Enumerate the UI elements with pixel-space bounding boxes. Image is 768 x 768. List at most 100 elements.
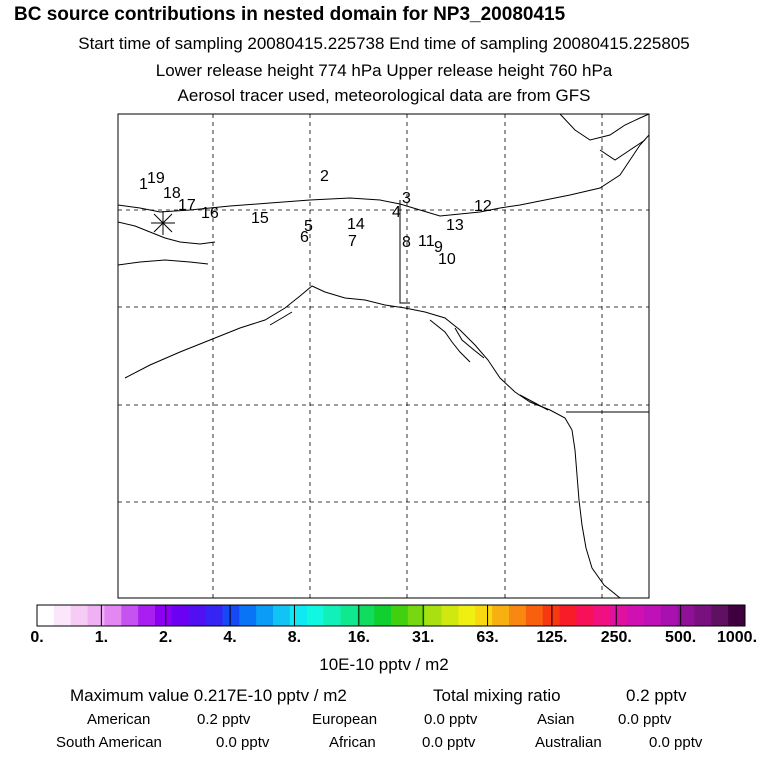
- colorbar-tick-label: 250.: [600, 629, 632, 646]
- colorbar-cell: [306, 605, 325, 626]
- release-height-line: Lower release height 774 hPa Upper relea…: [155, 61, 613, 80]
- trajectory-label-3: 3: [402, 190, 411, 207]
- colorbar-cell: [171, 605, 190, 626]
- colorbar-cell: [627, 605, 645, 626]
- south-american-label: South American: [56, 734, 162, 751]
- colorbar-cell: [728, 605, 746, 626]
- colorbar-cell: [138, 605, 156, 626]
- colorbar-cell: [509, 605, 527, 626]
- colorbar-cell: [492, 605, 510, 626]
- trajectory-label-14: 14: [347, 216, 365, 233]
- african-value: 0.0 pptv: [422, 734, 476, 751]
- colorbar-cell: [205, 605, 223, 626]
- trajectory-label-17: 17: [178, 197, 196, 214]
- trajectory-label-9: 9: [434, 239, 443, 256]
- colorbar-cell: [559, 605, 577, 626]
- colorbar-tick-label: 0.: [30, 629, 44, 646]
- colorbar-cell: [694, 605, 712, 626]
- colorbar-cell: [677, 605, 695, 626]
- colorbar-tick-label: 125.: [536, 629, 568, 646]
- colorbar-tick-label: 16.: [347, 629, 370, 646]
- african-label: African: [329, 734, 376, 751]
- colorbar-cell: [87, 605, 105, 626]
- colorbar-tick-label: 1.: [94, 629, 109, 646]
- colorbar-cell: [323, 605, 341, 626]
- colorbar: [36, 604, 746, 627]
- trajectory-label-16: 16: [201, 205, 219, 222]
- colorbar-cell: [542, 605, 561, 626]
- colorbar-cell: [610, 605, 628, 626]
- colorbar-cell: [660, 605, 679, 626]
- trajectory-label-15: 15: [251, 210, 269, 227]
- colorbar-cell: [340, 605, 358, 626]
- trajectory-label-7: 7: [348, 233, 357, 250]
- australian-value: 0.0 pptv: [649, 734, 703, 751]
- colorbar-tick-label: 31.: [412, 629, 435, 646]
- colorbar-cell: [155, 605, 173, 626]
- colorbar-cell: [441, 605, 459, 626]
- colorbar-cell: [222, 605, 240, 626]
- colorbar-cell: [643, 605, 662, 626]
- colorbar-cell: [593, 605, 611, 626]
- trajectory-label-6: 6: [300, 229, 309, 246]
- colorbar-cell: [458, 605, 476, 626]
- colorbar-units: 10E-10 pptv / m2: [319, 655, 449, 674]
- map-frame: [117, 113, 650, 599]
- colorbar-frame: [36, 604, 746, 627]
- colorbar-tick-label: 4.: [223, 629, 237, 646]
- american-label: American: [87, 711, 151, 728]
- sampling-time-line: Start time of sampling 20080415.225738 E…: [78, 34, 690, 53]
- total-mixing-ratio-value: 0.2 pptv: [626, 686, 687, 705]
- colorbar-cell: [256, 605, 274, 626]
- trajectory-label-10: 10: [438, 251, 456, 268]
- asian-label: Asian: [537, 711, 575, 728]
- colorbar-cell: [391, 605, 409, 626]
- trajectory-label-1: 1: [139, 176, 148, 193]
- trajectory-label-4: 4: [392, 204, 401, 221]
- release-marker: [151, 211, 175, 235]
- european-label: European: [312, 711, 378, 728]
- australian-label: Australian: [535, 734, 602, 751]
- colorbar-cell: [374, 605, 392, 626]
- colorbar-tick-label: 63.: [476, 629, 499, 646]
- colorbar-cell: [525, 605, 544, 626]
- colorbar-cell: [70, 605, 89, 626]
- colorbar-cell: [407, 605, 426, 626]
- plot-title: BC source contributions in nested domain…: [14, 4, 566, 25]
- trajectory-label-13: 13: [446, 217, 464, 234]
- trajectory-label-2: 2: [320, 168, 329, 185]
- trajectory-label-18: 18: [163, 185, 181, 202]
- colorbar-cell: [273, 605, 291, 626]
- colorbar-tick-label: 2.: [159, 629, 173, 646]
- colorbar-cell: [357, 605, 375, 626]
- colorbar-cell: [475, 605, 493, 626]
- colorbar-cell: [104, 605, 122, 626]
- coastlines: [117, 113, 650, 599]
- asian-value: 0.0 pptv: [618, 711, 672, 728]
- maximum-value: Maximum value 0.217E-10 pptv / m2: [70, 686, 347, 705]
- colorbar-cell: [53, 605, 72, 626]
- colorbar-cell: [289, 605, 308, 626]
- american-value: 0.2 pptv: [197, 711, 251, 728]
- european-value: 0.0 pptv: [424, 711, 478, 728]
- colorbar-cell: [424, 605, 443, 626]
- trajectory-label-5: 5: [304, 218, 313, 235]
- colorbar-cell: [239, 605, 257, 626]
- colorbar-cell: [711, 605, 729, 626]
- south-american-value: 0.0 pptv: [216, 734, 270, 751]
- total-mixing-ratio-label: Total mixing ratio: [433, 686, 561, 705]
- colorbar-cell: [121, 605, 139, 626]
- trajectory-label-11: 11: [418, 233, 435, 250]
- colorbar-cell: [188, 605, 207, 626]
- colorbar-tick-label: 500.: [665, 629, 697, 646]
- tracer-info-line: Aerosol tracer used, meteorological data…: [177, 86, 591, 105]
- trajectory-label-12: 12: [474, 198, 492, 215]
- colorbar-tick-label: 8.: [287, 629, 302, 646]
- colorbar-cell: [576, 605, 594, 626]
- colorbar-cell: [37, 605, 55, 626]
- colorbar-tick-label: 1000.: [716, 629, 758, 646]
- trajectory-label-8: 8: [402, 234, 411, 251]
- graticule: [118, 114, 649, 598]
- trajectory-label-19: 19: [147, 170, 165, 187]
